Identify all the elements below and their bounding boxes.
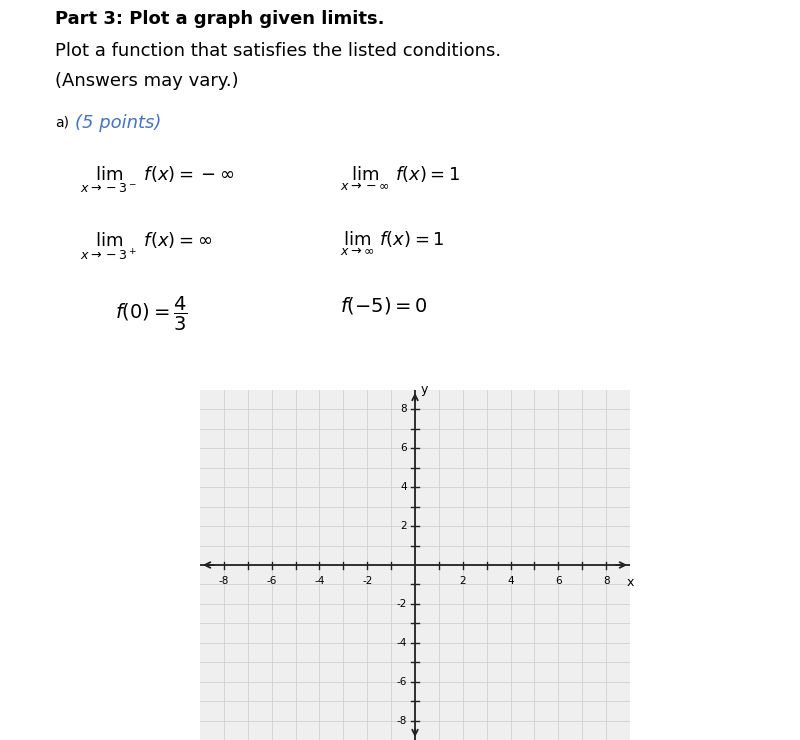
Text: 8: 8 (602, 576, 610, 585)
Text: 4: 4 (400, 482, 406, 492)
Text: -2: -2 (362, 576, 373, 585)
Text: $\underset{x\to -3^+}{\lim}\ f(x)=\infty$: $\underset{x\to -3^+}{\lim}\ f(x)=\infty… (80, 230, 212, 262)
Text: -4: -4 (396, 638, 406, 648)
Text: x: x (626, 576, 634, 589)
Text: $\underset{x\to \infty}{\lim}\ f(x)=1$: $\underset{x\to \infty}{\lim}\ f(x)=1$ (340, 230, 445, 258)
Text: 8: 8 (400, 405, 406, 414)
Text: 4: 4 (507, 576, 514, 585)
Text: $\underset{x\to -3^-}{\lim}\ f(x)=-\infty$: $\underset{x\to -3^-}{\lim}\ f(x)=-\inft… (80, 165, 234, 195)
Text: 6: 6 (400, 443, 406, 454)
Text: $f(0)=\dfrac{4}{3}$: $f(0)=\dfrac{4}{3}$ (115, 295, 188, 333)
Text: -8: -8 (396, 716, 406, 725)
Text: (Answers may vary.): (Answers may vary.) (55, 72, 238, 90)
Text: -4: -4 (314, 576, 325, 585)
Text: $\underset{x\to -\infty}{\lim}\ f(x)=1$: $\underset{x\to -\infty}{\lim}\ f(x)=1$ (340, 165, 460, 193)
Text: $f(-5)=0$: $f(-5)=0$ (340, 295, 428, 316)
Text: a): a) (55, 115, 69, 129)
Text: (5 points): (5 points) (75, 114, 162, 132)
Text: 2: 2 (459, 576, 466, 585)
Text: 6: 6 (555, 576, 562, 585)
Text: -8: -8 (218, 576, 229, 585)
Text: -2: -2 (396, 599, 406, 609)
Text: Plot a function that satisfies the listed conditions.: Plot a function that satisfies the liste… (55, 42, 501, 60)
Text: -6: -6 (396, 676, 406, 687)
Text: Part 3: Plot a graph given limits.: Part 3: Plot a graph given limits. (55, 10, 385, 28)
Text: 2: 2 (400, 521, 406, 531)
Text: -6: -6 (266, 576, 277, 585)
Text: y: y (421, 383, 428, 397)
